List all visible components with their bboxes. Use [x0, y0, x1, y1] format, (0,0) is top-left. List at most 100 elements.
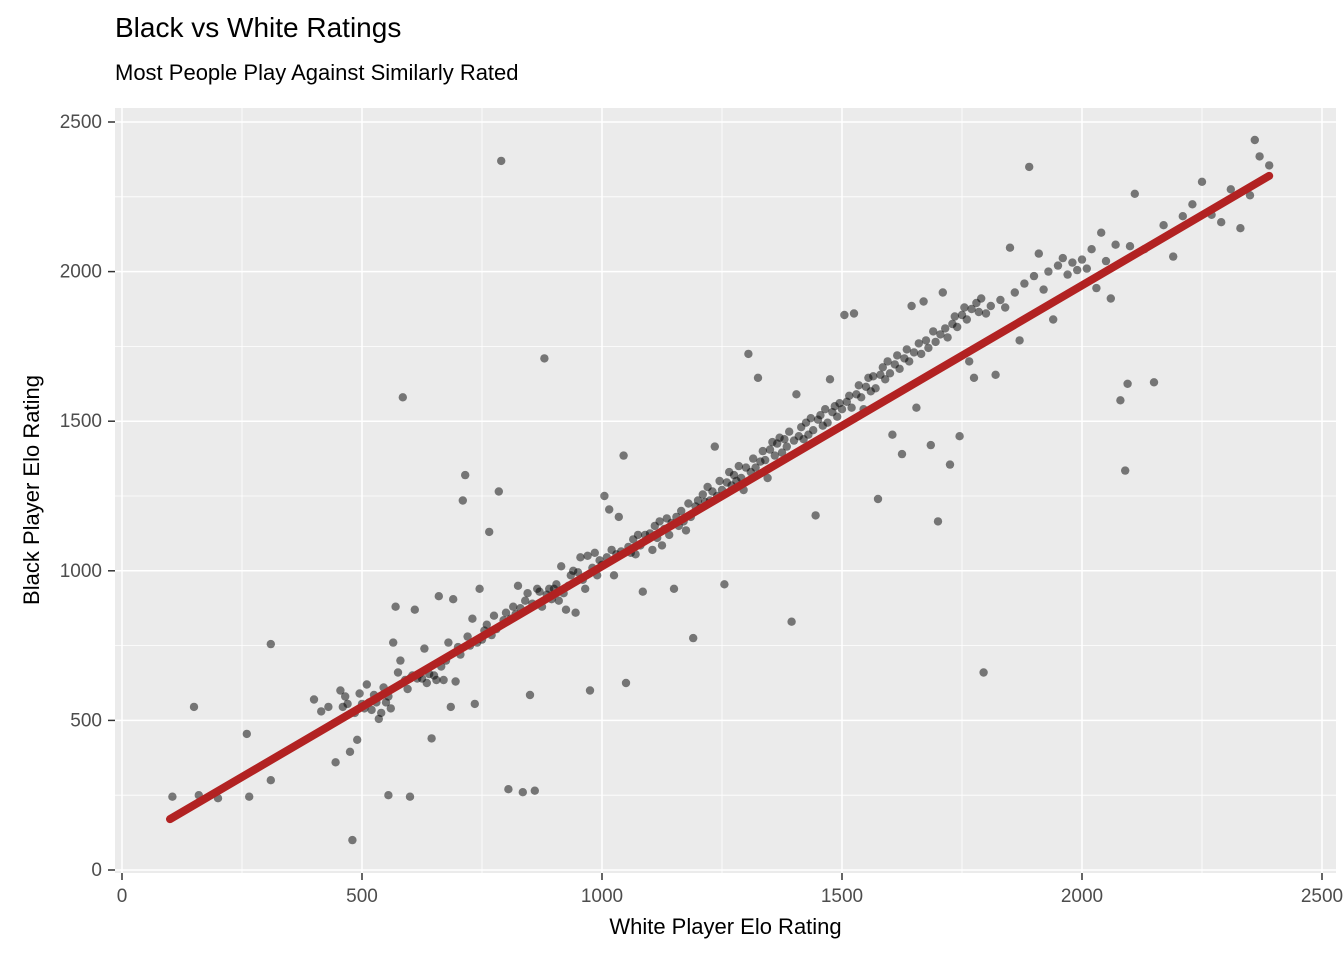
data-point	[353, 735, 362, 744]
data-point	[324, 702, 333, 712]
data-point	[391, 602, 400, 611]
data-point	[1197, 177, 1207, 186]
trend-line	[166, 171, 1274, 824]
data-point	[1111, 240, 1120, 249]
data-point	[1034, 249, 1044, 258]
data-point	[936, 330, 945, 339]
data-point	[242, 729, 251, 739]
chart-subtitle: Most People Play Against Similarly Rated	[115, 60, 519, 85]
data-point	[432, 675, 441, 685]
data-point	[1188, 200, 1197, 209]
data-point	[343, 699, 352, 709]
data-point	[782, 442, 791, 451]
data-point	[953, 322, 962, 332]
data-point	[1178, 212, 1188, 221]
data-point	[489, 611, 499, 620]
data-point	[907, 301, 916, 311]
data-point	[977, 294, 986, 303]
data-point	[1029, 271, 1039, 281]
data-point	[979, 668, 988, 677]
data-point	[929, 327, 938, 336]
data-point	[734, 461, 743, 471]
data-point	[905, 357, 914, 366]
data-point	[1265, 161, 1274, 170]
data-point	[883, 357, 892, 366]
data-point	[837, 405, 847, 414]
data-point	[530, 786, 539, 795]
data-point	[770, 451, 779, 460]
data-point	[1010, 288, 1019, 297]
data-point	[648, 545, 657, 555]
data-point	[245, 792, 254, 801]
data-point	[403, 684, 412, 694]
data-point	[955, 432, 964, 441]
axis-ticks: 0 500 1000 1500 2000 2500 0 500 1000 1500 2000 2500	[60, 112, 1343, 907]
data-point	[513, 581, 523, 590]
data-point	[763, 473, 772, 483]
data-point	[950, 312, 959, 321]
x-tick-label: 1500	[821, 886, 863, 907]
data-point	[655, 517, 664, 526]
data-point	[926, 440, 935, 450]
data-point	[914, 339, 923, 348]
data-point	[446, 702, 455, 712]
data-point	[389, 638, 398, 647]
y-tick-label: 2500	[60, 112, 102, 133]
data-point	[921, 336, 931, 345]
data-point	[1123, 379, 1132, 388]
data-point	[410, 605, 419, 614]
data-point	[573, 568, 583, 577]
data-point	[962, 315, 971, 324]
y-tick-label: 2000	[60, 262, 102, 283]
y-tick-label: 1000	[60, 561, 102, 582]
data-point	[461, 470, 470, 480]
data-point	[924, 343, 933, 353]
data-point	[266, 776, 275, 785]
data-point	[1130, 189, 1140, 198]
data-point	[535, 587, 544, 596]
data-point	[614, 512, 623, 522]
data-point	[482, 620, 491, 629]
data-point	[525, 690, 535, 700]
data-point	[485, 527, 494, 537]
data-point	[1077, 255, 1087, 264]
x-tick-label: 2500	[1301, 886, 1343, 907]
data-point	[895, 364, 904, 373]
data-point	[945, 460, 955, 469]
data-point	[451, 677, 460, 686]
data-point	[1025, 162, 1034, 172]
data-point	[386, 704, 395, 713]
data-point	[1082, 264, 1092, 273]
data-point	[943, 333, 952, 342]
data-point	[809, 426, 818, 435]
data-point	[1063, 270, 1072, 279]
data-point	[1044, 267, 1053, 276]
data-point	[405, 792, 415, 801]
data-point	[816, 411, 825, 420]
data-point	[787, 617, 796, 626]
data-point	[501, 608, 511, 617]
data-point	[317, 707, 326, 716]
data-point	[823, 418, 832, 427]
data-point	[638, 587, 647, 596]
data-point	[581, 584, 590, 593]
data-point	[1005, 243, 1015, 252]
data-point	[521, 596, 530, 605]
data-point	[715, 476, 724, 486]
data-point	[833, 412, 842, 421]
data-point	[576, 553, 585, 562]
data-point	[986, 301, 995, 311]
data-point	[345, 747, 355, 756]
data-point	[749, 454, 758, 463]
data-point	[571, 608, 580, 617]
data-point	[393, 668, 403, 677]
data-point	[965, 357, 974, 366]
data-point	[720, 580, 729, 589]
data-point	[840, 310, 849, 320]
data-point	[753, 373, 763, 382]
data-point	[1121, 466, 1130, 475]
data-point	[974, 307, 983, 317]
data-point	[996, 295, 1005, 305]
data-point	[633, 530, 643, 540]
data-point	[422, 678, 431, 688]
